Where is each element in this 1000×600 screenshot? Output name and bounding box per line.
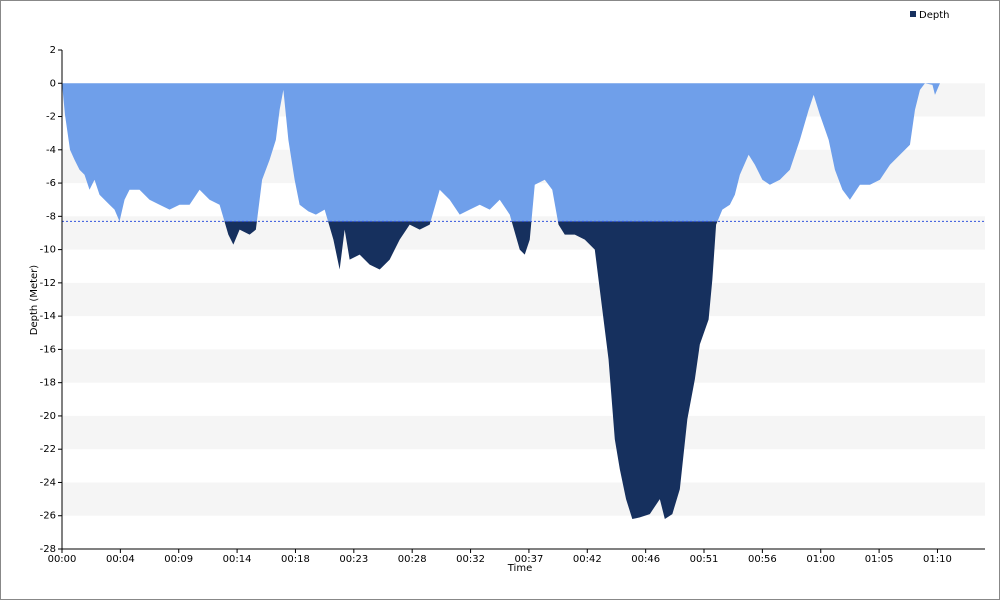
x-tick-label: 00:42 bbox=[573, 554, 602, 565]
x-tick-label: 00:14 bbox=[223, 554, 252, 565]
y-tick-label: -14 bbox=[40, 311, 56, 322]
x-tick-label: 00:00 bbox=[48, 554, 77, 565]
y-tick-label: -26 bbox=[40, 511, 56, 522]
band bbox=[62, 282, 985, 317]
band bbox=[62, 482, 985, 516]
x-axis-label: Time bbox=[507, 563, 532, 574]
y-tick-label: -4 bbox=[46, 145, 56, 156]
y-tick-label: 2 bbox=[50, 45, 56, 56]
area-below bbox=[224, 221, 718, 520]
y-tick-label: -24 bbox=[40, 477, 56, 488]
x-tick-label: 00:28 bbox=[398, 554, 427, 565]
y-tick-label: -12 bbox=[40, 278, 56, 289]
x-tick-label: 01:10 bbox=[923, 554, 952, 565]
y-tick-label: -18 bbox=[40, 378, 56, 389]
y-axis-label: Depth (Meter) bbox=[29, 265, 40, 336]
y-tick-label: -16 bbox=[40, 344, 56, 355]
y-tick-label: -20 bbox=[40, 411, 56, 422]
x-tick-label: 00:04 bbox=[106, 554, 135, 565]
y-tick-label: -10 bbox=[40, 245, 56, 256]
x-tick-label: 00:56 bbox=[748, 554, 777, 565]
x-tick-label: 00:09 bbox=[164, 554, 193, 565]
y-tick-label: -6 bbox=[46, 178, 56, 189]
x-tick-label: 00:23 bbox=[339, 554, 368, 565]
y-tick-label: -8 bbox=[46, 211, 56, 222]
y-tick-label: -28 bbox=[40, 544, 56, 555]
y-tick-label: -22 bbox=[40, 444, 56, 455]
band bbox=[62, 415, 985, 450]
x-tick-label: 00:32 bbox=[456, 554, 485, 565]
x-tick-label: 00:51 bbox=[690, 554, 719, 565]
x-tick-label: 00:18 bbox=[281, 554, 310, 565]
y-tick-label: 0 bbox=[50, 78, 56, 89]
x-tick-label: 01:05 bbox=[865, 554, 894, 565]
legend-swatch bbox=[910, 11, 916, 17]
area-above bbox=[62, 83, 940, 222]
x-tick-label: 00:46 bbox=[631, 554, 660, 565]
band bbox=[62, 349, 985, 383]
x-tick-label: 01:00 bbox=[806, 554, 835, 565]
legend-label: Depth bbox=[919, 10, 949, 21]
y-tick-label: -2 bbox=[46, 112, 56, 123]
x-tick-label: 00:37 bbox=[515, 554, 544, 565]
